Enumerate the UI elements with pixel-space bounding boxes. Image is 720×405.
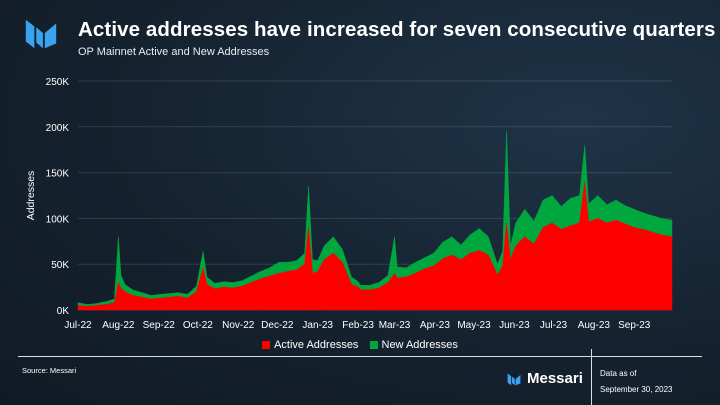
legend-swatch-new [369, 341, 378, 349]
messari-brand-icon [507, 372, 521, 385]
messari-logo-icon [25, 19, 57, 49]
y-tick-label: 150K [46, 169, 70, 180]
brand: Messari [505, 370, 583, 387]
area-active-addresses [77, 181, 673, 311]
x-tick-label: Aug-23 [578, 320, 611, 331]
y-axis-ticks: 0K 50K 100K 150K 200K 250K [46, 77, 70, 317]
y-tick-label: 250K [46, 77, 70, 88]
chart-subtitle: OP Mainnet Active and New Addresses [78, 46, 270, 58]
y-tick-label: 200K [46, 123, 70, 134]
x-tick-label: Oct-22 [183, 320, 213, 331]
y-tick-label: 50K [51, 260, 69, 271]
footer-vertical-divider [591, 349, 592, 405]
areas [77, 131, 673, 311]
legend-label-new: New Addresses [381, 339, 458, 351]
data-as-of-label: Data as of [600, 369, 637, 378]
brand-name: Messari [527, 370, 583, 387]
source-note: Source: Messari [22, 366, 77, 375]
data-as-of: Data as of September 30, 2023 [600, 366, 673, 398]
x-tick-label: Feb-23 [342, 320, 374, 331]
x-tick-label: Jul-23 [540, 320, 568, 331]
legend: Active Addresses New Addresses [0, 339, 720, 352]
footer-divider [18, 356, 702, 357]
x-tick-label: Aug-22 [102, 320, 135, 331]
x-tick-label: Apr-23 [420, 320, 450, 331]
y-axis-label: Addresses [25, 171, 37, 221]
legend-item-active: Active Addresses [262, 339, 358, 351]
x-tick-label: Mar-23 [379, 320, 411, 331]
x-tick-label: Sep-22 [143, 320, 176, 331]
x-tick-label: Dec-22 [261, 320, 294, 331]
data-as-of-date: September 30, 2023 [600, 385, 673, 394]
x-tick-label: Jan-23 [302, 320, 333, 331]
x-tick-label: Nov-22 [222, 320, 255, 331]
y-tick-label: 100K [46, 214, 70, 225]
legend-swatch-active [262, 341, 271, 349]
chart-title: Active addresses have increased for seve… [78, 18, 716, 41]
x-axis-ticks: Jul-22 Aug-22 Sep-22 Oct-22 Nov-22 Dec-22 Jan-… [64, 320, 650, 331]
legend-label-active: Active Addresses [274, 339, 359, 351]
legend-item-new: New Addresses [369, 339, 458, 351]
x-tick-label: Sep-23 [618, 320, 651, 331]
x-tick-label: Jun-23 [499, 320, 530, 331]
x-tick-label: May-23 [457, 320, 491, 331]
y-tick-label: 0K [57, 306, 70, 317]
x-tick-label: Jul-22 [64, 320, 92, 331]
